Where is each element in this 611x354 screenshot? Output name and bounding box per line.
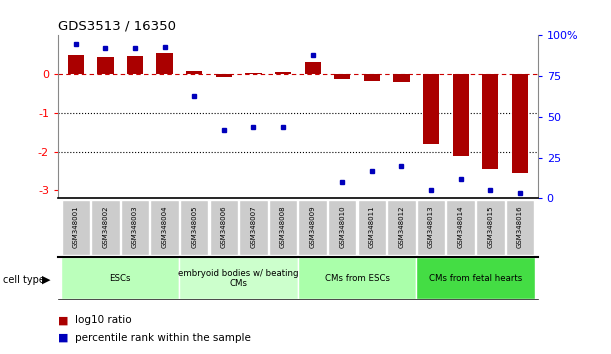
Text: GSM348010: GSM348010: [339, 205, 345, 247]
FancyBboxPatch shape: [210, 200, 238, 256]
Bar: [186, 72, 202, 74]
Bar: [97, 57, 114, 74]
Bar: [512, 74, 528, 173]
Bar: [304, 62, 321, 74]
Bar: [180, 257, 298, 299]
Bar: [61, 257, 180, 299]
FancyBboxPatch shape: [357, 200, 386, 256]
Text: GSM348001: GSM348001: [73, 205, 79, 247]
Text: GSM348015: GSM348015: [488, 205, 493, 247]
Bar: [393, 74, 409, 82]
Text: CMs from ESCs: CMs from ESCs: [324, 274, 390, 283]
Text: ▶: ▶: [42, 275, 50, 285]
Text: GSM348003: GSM348003: [132, 205, 138, 247]
Text: embryoid bodies w/ beating
CMs: embryoid bodies w/ beating CMs: [178, 269, 299, 288]
Bar: [423, 74, 439, 144]
Text: GSM348016: GSM348016: [517, 205, 523, 247]
Bar: [453, 74, 469, 156]
FancyBboxPatch shape: [240, 200, 268, 256]
Text: GSM348014: GSM348014: [458, 205, 464, 247]
Text: GSM348004: GSM348004: [162, 205, 167, 247]
Bar: [334, 74, 351, 79]
Text: CMs from fetal hearts: CMs from fetal hearts: [429, 274, 522, 283]
Text: percentile rank within the sample: percentile rank within the sample: [75, 333, 251, 343]
FancyBboxPatch shape: [180, 200, 208, 256]
FancyBboxPatch shape: [447, 200, 475, 256]
FancyBboxPatch shape: [150, 200, 179, 256]
Text: GSM348005: GSM348005: [191, 205, 197, 247]
Bar: [482, 74, 499, 169]
Bar: [127, 56, 143, 74]
Bar: [156, 53, 173, 74]
Text: GSM348006: GSM348006: [221, 205, 227, 247]
FancyBboxPatch shape: [328, 200, 356, 256]
Text: log10 ratio: log10 ratio: [75, 315, 132, 325]
Text: ■: ■: [58, 333, 68, 343]
FancyBboxPatch shape: [91, 200, 120, 256]
Text: GSM348009: GSM348009: [310, 205, 316, 247]
Bar: [216, 74, 232, 77]
Text: GSM348011: GSM348011: [369, 205, 375, 247]
Bar: [275, 72, 291, 74]
Text: GSM348007: GSM348007: [251, 205, 257, 247]
Text: cell type: cell type: [3, 275, 45, 285]
FancyBboxPatch shape: [387, 200, 415, 256]
Bar: [298, 257, 416, 299]
Text: GSM348002: GSM348002: [103, 205, 108, 247]
FancyBboxPatch shape: [506, 200, 534, 256]
FancyBboxPatch shape: [417, 200, 445, 256]
FancyBboxPatch shape: [269, 200, 298, 256]
FancyBboxPatch shape: [121, 200, 149, 256]
FancyBboxPatch shape: [476, 200, 505, 256]
Text: GSM348013: GSM348013: [428, 205, 434, 247]
Text: GDS3513 / 16350: GDS3513 / 16350: [58, 20, 176, 33]
Bar: [245, 73, 262, 74]
Bar: [68, 55, 84, 74]
Text: GSM348012: GSM348012: [398, 205, 404, 247]
Text: ■: ■: [58, 315, 68, 325]
FancyBboxPatch shape: [298, 200, 327, 256]
Bar: [364, 74, 380, 81]
FancyBboxPatch shape: [62, 200, 90, 256]
Text: GSM348008: GSM348008: [280, 205, 286, 247]
Text: ESCs: ESCs: [109, 274, 131, 283]
Bar: [416, 257, 535, 299]
